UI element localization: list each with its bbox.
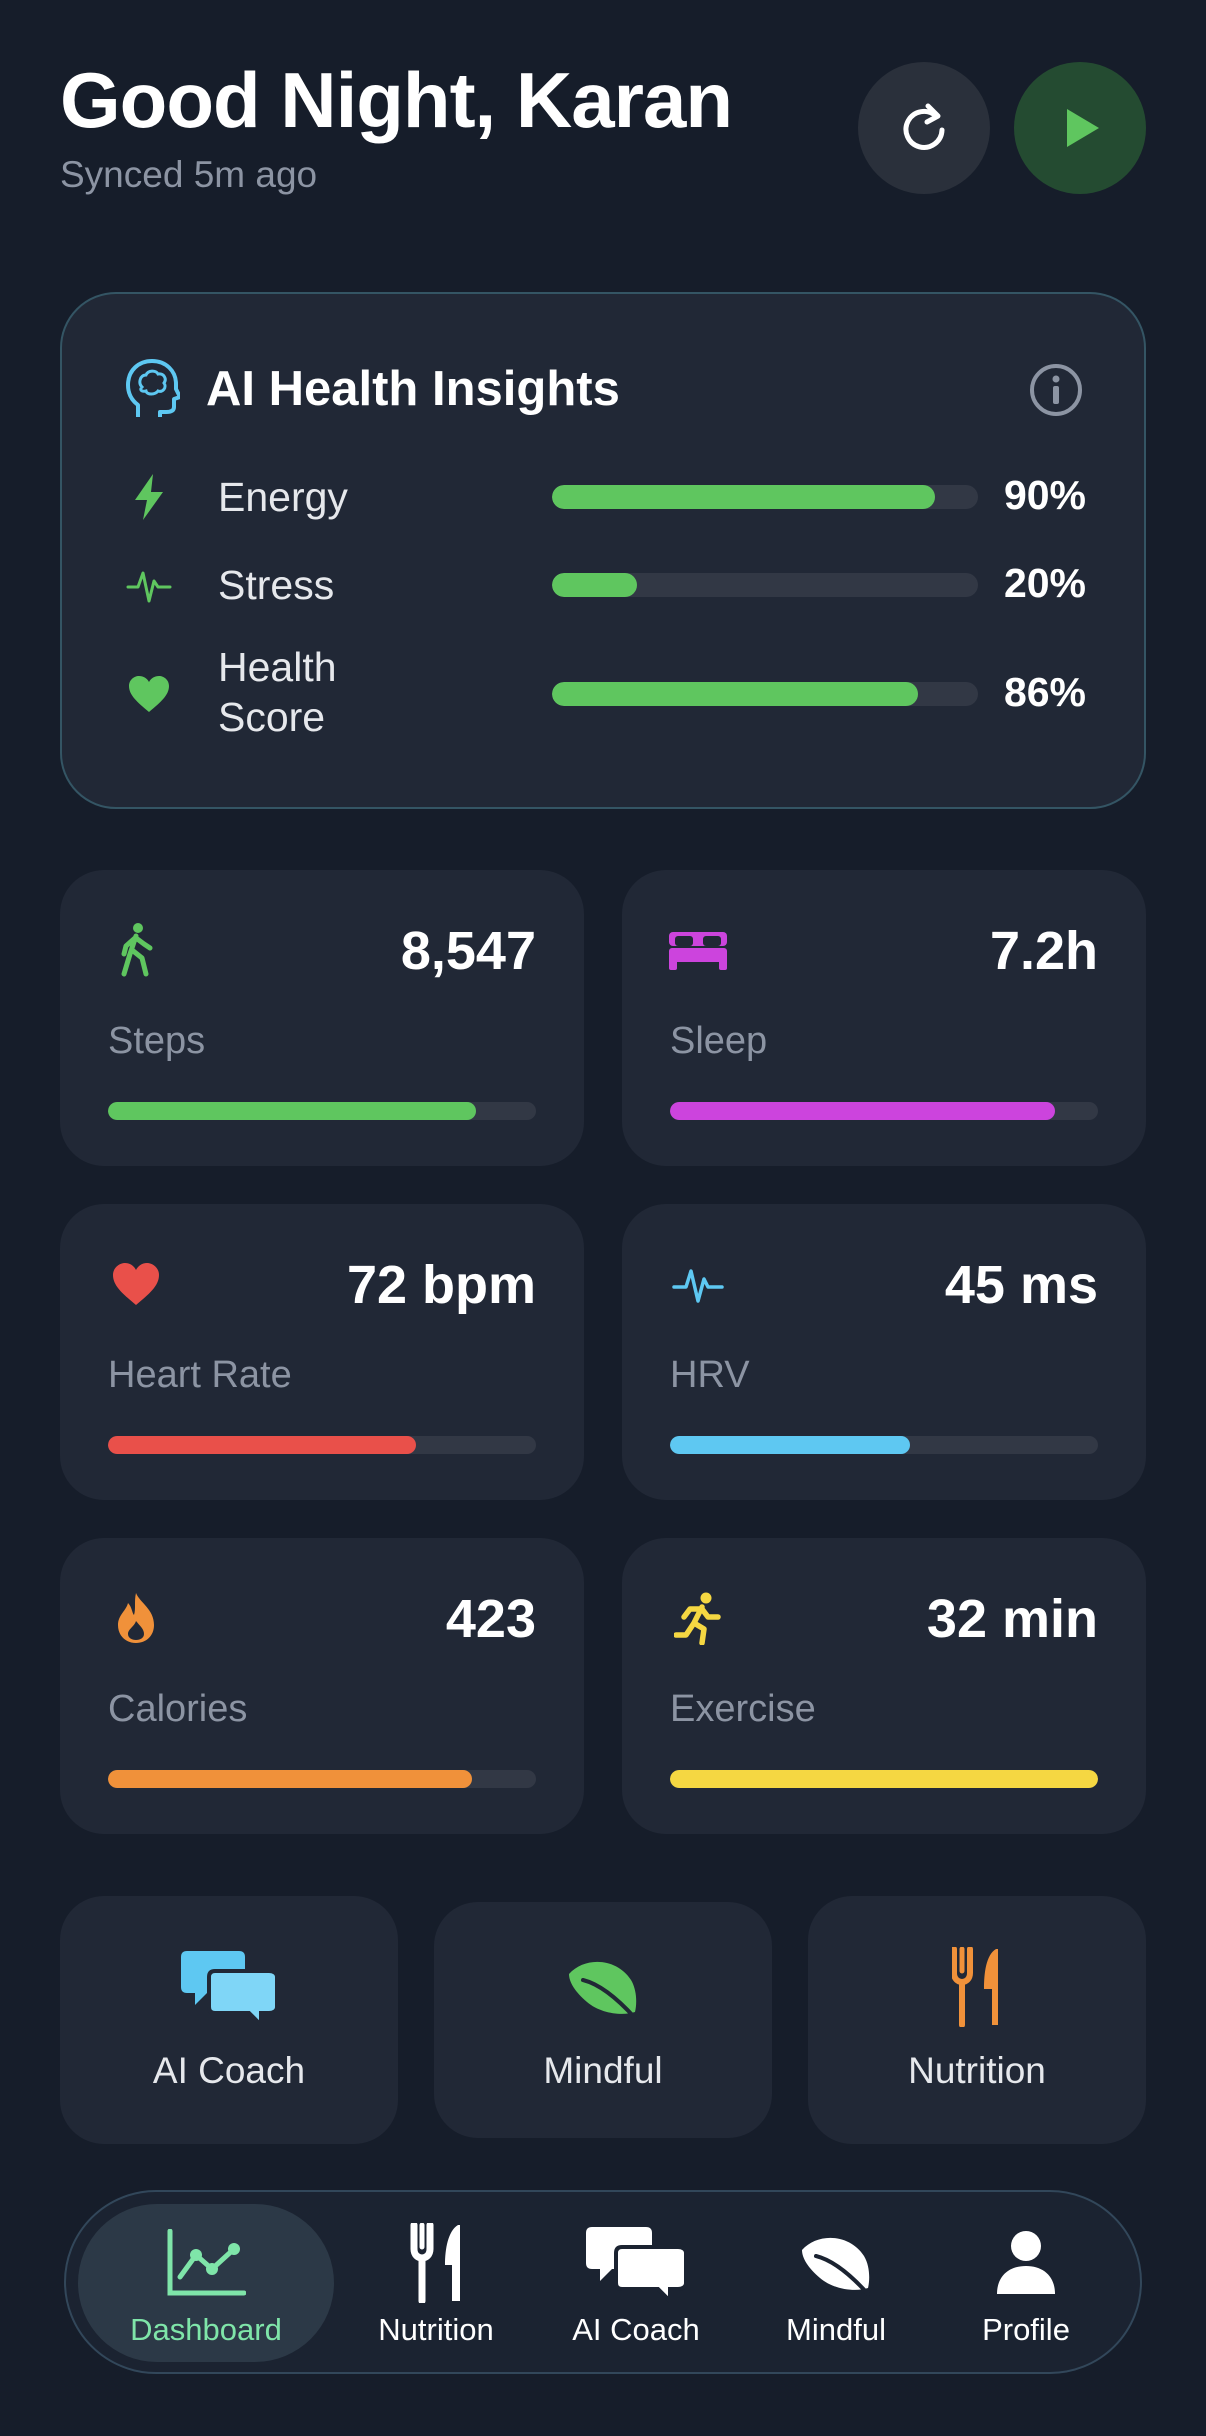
stat-value: 32 min	[926, 1589, 1098, 1649]
tab-label: Dashboard	[130, 2312, 282, 2347]
stat-card-sleep[interactable]: 7.2h Sleep	[622, 870, 1146, 1166]
quick-action-label: Nutrition	[908, 2050, 1046, 2091]
metric-bar-fill	[552, 485, 936, 509]
tab-profile[interactable]: Profile	[936, 2204, 1116, 2362]
sync-status: Synced 5m ago	[60, 154, 318, 195]
stat-bar-track	[670, 1436, 1098, 1454]
tab-dashboard[interactable]: Dashboard	[78, 2204, 334, 2362]
metric-bar-fill	[552, 682, 919, 706]
stat-bar-track	[670, 1102, 1098, 1120]
metric-bar-fill	[552, 573, 638, 597]
ai-health-insights-card[interactable]: AI Health Insights Energy 90% Stress 20%	[60, 292, 1146, 809]
stat-value: 423	[445, 1589, 536, 1649]
metric-value: 90%	[1003, 472, 1086, 518]
insights-header: AI Health Insights	[124, 354, 620, 424]
chart-line-icon	[151, 2222, 261, 2304]
stat-label: Sleep	[670, 1020, 768, 1062]
stat-value: 8,547	[400, 921, 536, 981]
tab-label: Profile	[982, 2312, 1070, 2347]
refresh-button[interactable]	[858, 62, 990, 194]
tab-ai-coach[interactable]: AI Coach	[536, 2204, 736, 2362]
chat-bubbles-icon	[581, 2222, 691, 2304]
metric-health-score: Health Score 86%	[124, 642, 1086, 746]
stat-label: Heart Rate	[108, 1354, 292, 1396]
stat-bar-fill	[108, 1436, 417, 1454]
stat-bar-fill	[670, 1436, 910, 1454]
tab-mindful[interactable]: Mindful	[746, 2204, 926, 2362]
stat-bar-track	[108, 1436, 536, 1454]
metric-value: 20%	[1003, 560, 1086, 606]
stat-bar-track	[670, 1770, 1098, 1788]
greeting-title: Good Night, Karan	[60, 56, 733, 144]
stat-value: 45 ms	[944, 1255, 1098, 1315]
metric-value: 86%	[1003, 669, 1086, 715]
running-icon	[666, 1586, 730, 1650]
walking-icon	[104, 918, 168, 982]
stat-label: HRV	[670, 1354, 750, 1396]
stat-bar-fill	[108, 1770, 472, 1788]
tab-nutrition[interactable]: Nutrition	[346, 2204, 526, 2362]
flame-icon	[104, 1586, 168, 1650]
leaf-icon	[548, 1942, 658, 2032]
stat-label: Exercise	[670, 1688, 816, 1730]
metric-label: Energy	[218, 474, 348, 520]
bed-icon	[666, 918, 730, 982]
tab-label: Nutrition	[378, 2312, 494, 2347]
info-button[interactable]	[1028, 362, 1084, 418]
metric-label: Stress	[218, 562, 335, 608]
refresh-icon	[903, 103, 945, 150]
quick-action-label: Mindful	[543, 2050, 663, 2091]
metric-label: Health Score	[218, 644, 337, 740]
quick-action-nutrition[interactable]: Nutrition	[808, 1896, 1146, 2144]
tab-label: AI Coach	[572, 2312, 700, 2347]
chat-bubbles-icon	[174, 1942, 284, 2032]
stat-bar-track	[108, 1770, 536, 1788]
insights-title: AI Health Insights	[206, 362, 620, 416]
info-icon	[1030, 364, 1082, 416]
metric-bar-track	[552, 682, 978, 706]
stat-value: 7.2h	[989, 921, 1098, 981]
stat-card-heart-rate[interactable]: 72 bpm Heart Rate	[60, 1204, 584, 1500]
quick-action-ai-coach[interactable]: AI Coach	[60, 1896, 398, 2144]
lightning-icon	[124, 472, 174, 522]
stat-card-steps[interactable]: 8,547 Steps	[60, 870, 584, 1166]
fork-knife-icon	[381, 2222, 491, 2304]
leaf-icon	[781, 2222, 891, 2304]
brain-head-icon	[126, 359, 180, 417]
stat-card-calories[interactable]: 423 Calories	[60, 1538, 584, 1834]
stat-label: Calories	[108, 1688, 248, 1730]
stat-card-exercise[interactable]: 32 min Exercise	[622, 1538, 1146, 1834]
metric-energy: Energy 90%	[124, 472, 1086, 572]
tab-label: Mindful	[786, 2312, 886, 2347]
quick-action-mindful[interactable]: Mindful	[434, 1902, 772, 2138]
stat-card-hrv[interactable]: 45 ms HRV	[622, 1204, 1146, 1500]
stat-bar-fill	[108, 1102, 477, 1120]
person-icon	[971, 2222, 1081, 2304]
stat-label: Steps	[108, 1020, 206, 1062]
heart-icon	[104, 1252, 168, 1316]
play-button[interactable]	[1014, 62, 1146, 194]
stat-bar-fill	[670, 1770, 1098, 1788]
bottom-tab-bar: Dashboard Nutrition AI Coach	[64, 2190, 1142, 2374]
metric-stress: Stress 20%	[124, 560, 1086, 660]
play-icon	[1067, 109, 1099, 147]
header: Good Night, Karan Synced 5m ago	[60, 50, 1146, 210]
pulse-icon	[666, 1252, 730, 1316]
fork-knife-icon	[922, 1942, 1032, 2032]
metric-bar-track	[552, 485, 978, 509]
pulse-icon	[124, 560, 174, 610]
quick-action-label: AI Coach	[152, 2050, 306, 2091]
stat-bar-track	[108, 1102, 536, 1120]
stat-value: 72 bpm	[346, 1255, 536, 1315]
metric-bar-track	[552, 573, 978, 597]
heart-icon	[124, 669, 174, 719]
stat-bar-fill	[670, 1102, 1056, 1120]
